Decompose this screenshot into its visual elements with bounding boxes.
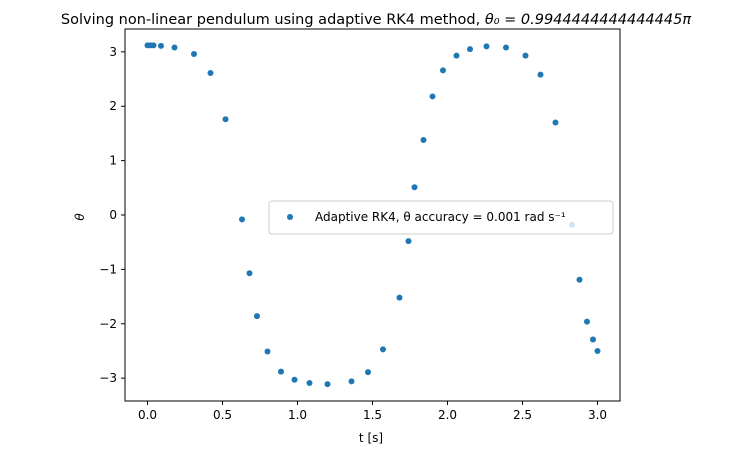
legend-box	[268, 200, 614, 235]
data-point	[222, 116, 229, 123]
data-point	[171, 44, 178, 51]
data-point	[483, 43, 490, 50]
x-tick-label: 1.5	[363, 408, 382, 422]
x-axis-label: t [s]	[359, 431, 383, 445]
data-point	[584, 318, 590, 325]
data-point	[396, 294, 403, 301]
data-point	[278, 368, 284, 375]
data-point	[150, 42, 157, 49]
y-axis-ticks: 3 2 1 0 −1 −2 −3	[99, 45, 125, 385]
data-point	[348, 378, 355, 385]
legend-marker	[287, 214, 293, 220]
data-point	[590, 336, 596, 343]
data-point	[306, 380, 313, 387]
data-point	[405, 238, 412, 245]
data-point	[594, 347, 601, 354]
legend-label: Adaptive RK4, θ accuracy = 0.001 rad s⁻¹	[315, 210, 566, 224]
x-tick-label: 2.0	[438, 408, 457, 422]
data-point	[324, 381, 331, 388]
data-point	[537, 71, 544, 78]
data-point	[552, 119, 559, 126]
y-tick-label: 3	[109, 45, 117, 59]
y-tick-label: 2	[109, 99, 117, 113]
data-point	[191, 51, 197, 58]
chart-title-text: Solving non-linear pendulum using adapti…	[61, 12, 485, 28]
data-point	[503, 44, 509, 51]
data-point	[246, 270, 253, 277]
x-axis-ticks: 0.0 0.5 1.0 1.5 2.0 2.5 3.0	[138, 401, 607, 422]
y-axis-label: θ	[73, 213, 87, 221]
y-tick-label: −1	[99, 262, 117, 276]
x-tick-label: 0.0	[138, 408, 157, 422]
data-point	[291, 376, 298, 383]
data-point	[420, 136, 427, 143]
data-point	[522, 52, 529, 59]
data-point	[380, 346, 386, 353]
data-point	[576, 276, 583, 283]
data-point	[440, 67, 446, 74]
chart-title: Solving non-linear pendulum using adapti…	[61, 12, 691, 28]
data-point	[254, 313, 260, 320]
data-point	[467, 46, 473, 53]
y-tick-label: −3	[99, 371, 117, 385]
data-point	[453, 52, 460, 59]
data-point	[239, 216, 245, 223]
data-point	[429, 93, 436, 100]
axes-frame	[124, 28, 621, 402]
data-point	[365, 369, 371, 376]
y-tick-label: 0	[109, 208, 117, 222]
chart-title-math: θ₀ = 0.9944444444444445π	[485, 12, 691, 28]
legend: Adaptive RK4, θ accuracy = 0.001 rad s⁻¹	[268, 200, 614, 235]
data-point	[207, 70, 214, 77]
y-tick-label: 1	[109, 154, 117, 168]
y-tick-label: −2	[99, 317, 117, 331]
x-tick-label: 3.0	[588, 408, 607, 422]
data-point	[264, 348, 271, 355]
x-tick-label: 1.0	[288, 408, 307, 422]
x-tick-label: 0.5	[213, 408, 232, 422]
data-points	[144, 42, 601, 388]
data-point	[158, 42, 164, 49]
x-tick-label: 2.5	[513, 408, 532, 422]
data-point	[411, 184, 418, 191]
